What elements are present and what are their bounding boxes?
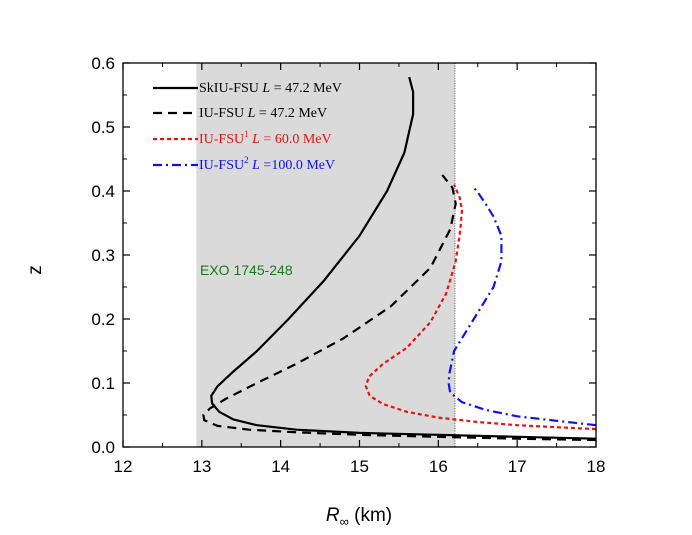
legend-label-iu-fsu: IU-FSU L = 47.2 MeV bbox=[199, 106, 327, 121]
y-tick-label: 0.6 bbox=[91, 54, 115, 73]
y-tick-label: 0.0 bbox=[91, 438, 115, 457]
x-tick-label: 13 bbox=[192, 457, 211, 476]
x-tick-label: 15 bbox=[350, 457, 369, 476]
x-tick-label: 18 bbox=[587, 457, 606, 476]
x-axis-title-symbol: R bbox=[326, 505, 340, 526]
x-tick-label: 16 bbox=[429, 457, 448, 476]
shaded-region bbox=[196, 63, 455, 447]
x-axis-title-subscript: ∞ bbox=[340, 514, 349, 529]
series-line-skiu-fsu bbox=[210, 76, 596, 440]
y-axis-title: z bbox=[25, 265, 46, 275]
series-line-iu-fsu2 bbox=[447, 187, 596, 427]
legend: SkIU-FSU L = 47.2 MeV IU-FSU L = 47.2 MeV… bbox=[153, 81, 342, 173]
y-tick-label: 0.5 bbox=[91, 118, 115, 137]
y-tick-label: 0.1 bbox=[91, 374, 115, 393]
x-axis-title-unit: (km) bbox=[349, 505, 392, 526]
x-tick-label: 17 bbox=[508, 457, 527, 476]
legend-label-skiu-fsu: SkIU-FSU L = 47.2 MeV bbox=[199, 81, 342, 96]
region-label: EXO 1745-248 bbox=[200, 262, 293, 278]
legend-label-iu-fsu1: IU-FSU1 L = 60.0 MeV bbox=[199, 129, 332, 147]
series-line-iu-fsu bbox=[202, 174, 596, 442]
y-tick-label: 0.3 bbox=[91, 246, 115, 265]
legend-label-iu-fsu2: IU-FSU2 L =100.0 MeV bbox=[199, 155, 335, 173]
x-tick-label: 14 bbox=[271, 457, 290, 476]
y-tick-label: 0.2 bbox=[91, 310, 115, 329]
x-axis-title: R∞ (km) bbox=[326, 505, 392, 529]
x-tick-label: 12 bbox=[114, 457, 133, 476]
y-tick-label: 0.4 bbox=[91, 182, 115, 201]
